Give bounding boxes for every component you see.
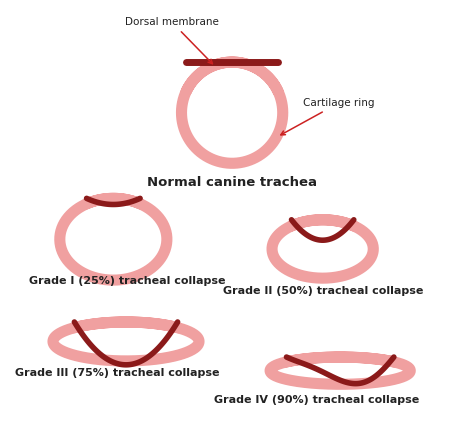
- Text: Cartilage ring: Cartilage ring: [281, 98, 374, 135]
- Text: Grade III (75%) tracheal collapse: Grade III (75%) tracheal collapse: [15, 368, 219, 378]
- Text: Grade IV (90%) tracheal collapse: Grade IV (90%) tracheal collapse: [214, 395, 419, 405]
- Text: Grade II (50%) tracheal collapse: Grade II (50%) tracheal collapse: [223, 286, 424, 296]
- Text: Grade I (25%) tracheal collapse: Grade I (25%) tracheal collapse: [28, 276, 225, 286]
- Text: Dorsal membrane: Dorsal membrane: [125, 17, 219, 64]
- Text: Normal canine trachea: Normal canine trachea: [147, 176, 317, 189]
